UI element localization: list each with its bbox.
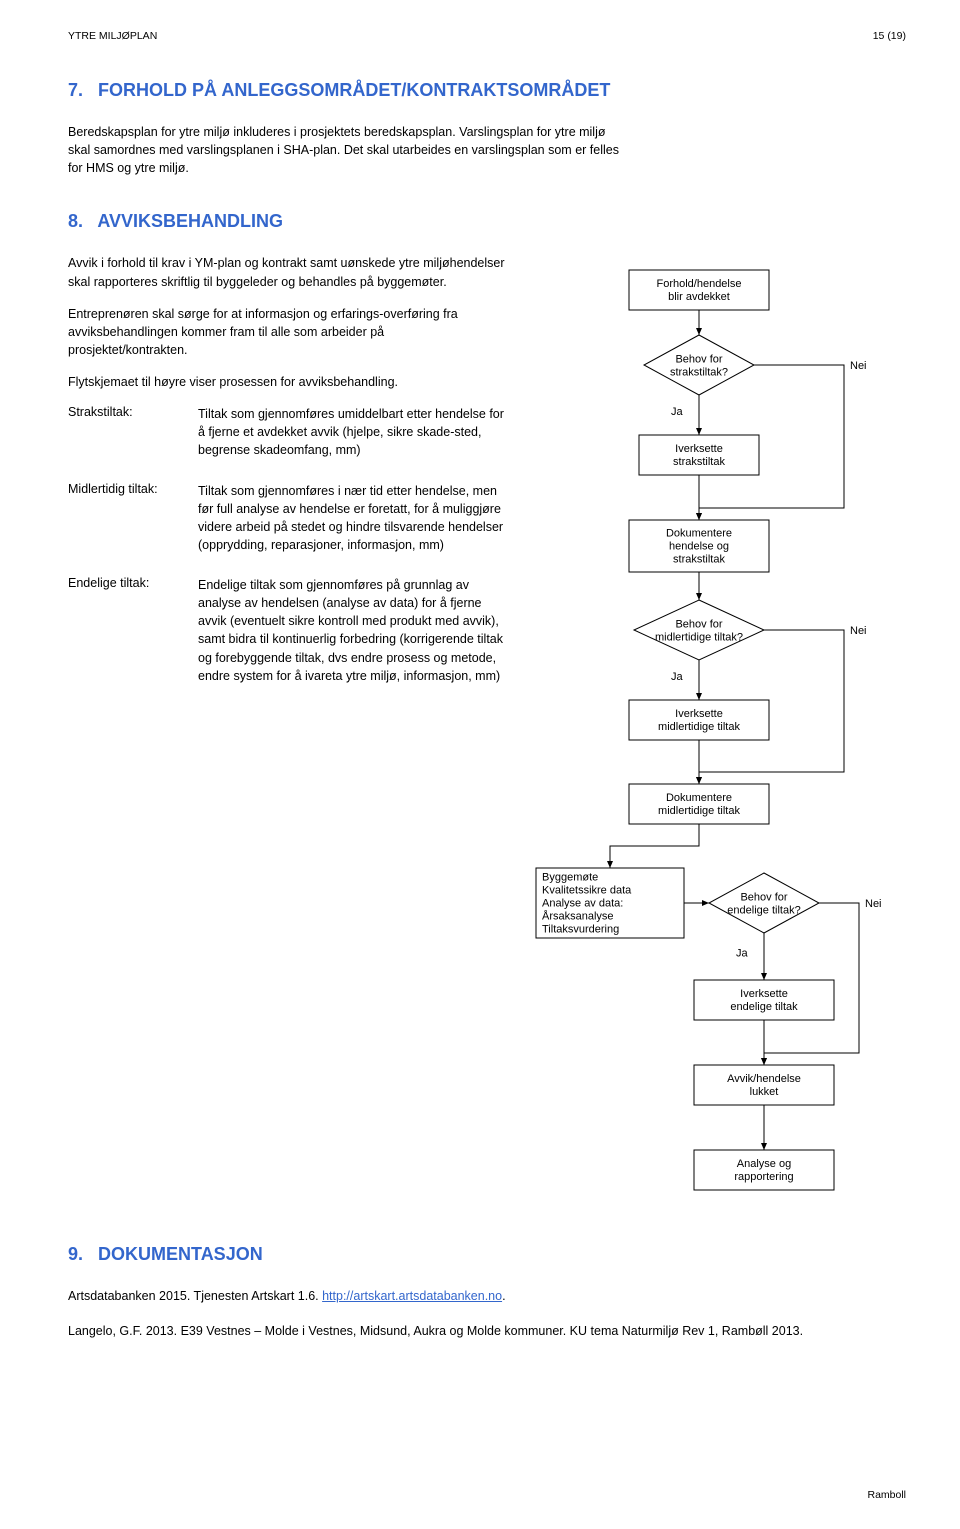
def-row: Endelige tiltak: Endelige tiltak som gje… <box>68 576 506 685</box>
def-term: Endelige tiltak: <box>68 576 198 685</box>
svg-text:midlertidige tiltak: midlertidige tiltak <box>658 805 740 817</box>
svg-text:Ja: Ja <box>671 671 684 683</box>
artskart-link[interactable]: http://artskart.artsdatabanken.no <box>322 1289 502 1303</box>
def-term: Strakstiltak: <box>68 405 198 459</box>
svg-text:Behov for: Behov for <box>675 354 722 366</box>
def-row: Midlertidig tiltak: Tiltak som gjennomfø… <box>68 482 506 555</box>
svg-text:Dokumentere: Dokumentere <box>666 528 732 540</box>
footer-company: Ramboll <box>867 1489 906 1501</box>
svg-text:Behov for: Behov for <box>740 892 787 904</box>
reference-1: Artsdatabanken 2015. Tjenesten Artskart … <box>68 1287 906 1306</box>
svg-text:Dokumentere: Dokumentere <box>666 792 732 804</box>
def-desc: Tiltak som gjennomføres umiddelbart ette… <box>198 405 506 459</box>
page-number: 15 (19) <box>873 30 906 42</box>
svg-text:strakstiltak: strakstiltak <box>673 456 725 468</box>
s8-p1: Avvik i forhold til krav i YM-plan og ko… <box>68 254 506 290</box>
svg-text:Nei: Nei <box>865 898 882 910</box>
svg-text:Iverksette: Iverksette <box>740 988 788 1000</box>
section-7-heading: 7. FORHOLD PÅ ANLEGGSOMRÅDET/KONTRAKTSOM… <box>68 80 906 101</box>
svg-text:Nei: Nei <box>850 625 867 637</box>
svg-text:Forhold/hendelse: Forhold/hendelse <box>656 278 741 290</box>
svg-text:Analyse av data:: Analyse av data: <box>542 898 623 910</box>
section-7-body: Beredskapsplan for ytre miljø inkluderes… <box>68 123 628 177</box>
s8-p2: Entreprenøren skal sørge for at informas… <box>68 305 506 359</box>
s8-p3: Flytskjemaet til høyre viser prosessen f… <box>68 373 506 391</box>
svg-text:strakstiltak?: strakstiltak? <box>670 367 728 379</box>
reference-2: Langelo, G.F. 2013. E39 Vestnes – Molde … <box>68 1322 906 1341</box>
avviksbehandling-flowchart: Ja Nei Ja Nei Ja Nei Forhold/hendelseblir avde… <box>524 260 906 1210</box>
svg-text:Analyse og: Analyse og <box>737 1158 791 1170</box>
svg-text:Nei: Nei <box>850 360 867 372</box>
page-header: YTRE MILJØPLAN 15 (19) <box>68 30 906 42</box>
svg-text:Iverksette: Iverksette <box>675 443 723 455</box>
svg-text:lukket: lukket <box>750 1086 779 1098</box>
svg-text:Avvik/hendelse: Avvik/hendelse <box>727 1073 801 1085</box>
section-8-left: Avvik i forhold til krav i YM-plan og ko… <box>68 254 506 706</box>
definitions-list: Strakstiltak: Tiltak som gjennomføres um… <box>68 405 506 685</box>
doc-title: YTRE MILJØPLAN <box>68 30 157 42</box>
svg-text:Årsaksanalyse: Årsaksanalyse <box>542 910 614 923</box>
def-term: Midlertidig tiltak: <box>68 482 198 555</box>
section-9-heading: 9. DOKUMENTASJON <box>68 1244 906 1265</box>
svg-text:rapportering: rapportering <box>734 1171 793 1183</box>
svg-text:midlertidige tiltak: midlertidige tiltak <box>658 721 740 733</box>
svg-text:Tiltaksvurdering: Tiltaksvurdering <box>542 924 619 936</box>
svg-text:Kvalitetssikre data: Kvalitetssikre data <box>542 885 632 897</box>
svg-text:Ja: Ja <box>736 948 749 960</box>
def-row: Strakstiltak: Tiltak som gjennomføres um… <box>68 405 506 459</box>
svg-text:hendelse og: hendelse og <box>669 541 729 553</box>
svg-text:Ja: Ja <box>671 406 684 418</box>
svg-text:Iverksette: Iverksette <box>675 708 723 720</box>
svg-text:endelige tiltak: endelige tiltak <box>730 1001 798 1013</box>
svg-text:endelige tiltak?: endelige tiltak? <box>727 905 800 917</box>
svg-text:Behov for: Behov for <box>675 619 722 631</box>
svg-text:blir avdekket: blir avdekket <box>668 291 730 303</box>
def-desc: Endelige tiltak som gjennomføres på grun… <box>198 576 506 685</box>
def-desc: Tiltak som gjennomføres i nær tid etter … <box>198 482 506 555</box>
section-8-heading: 8. AVVIKSBEHANDLING <box>68 211 906 232</box>
svg-text:Byggemøte: Byggemøte <box>542 872 598 884</box>
svg-text:strakstiltak: strakstiltak <box>673 554 725 566</box>
svg-text:midlertidige tiltak?: midlertidige tiltak? <box>655 632 743 644</box>
